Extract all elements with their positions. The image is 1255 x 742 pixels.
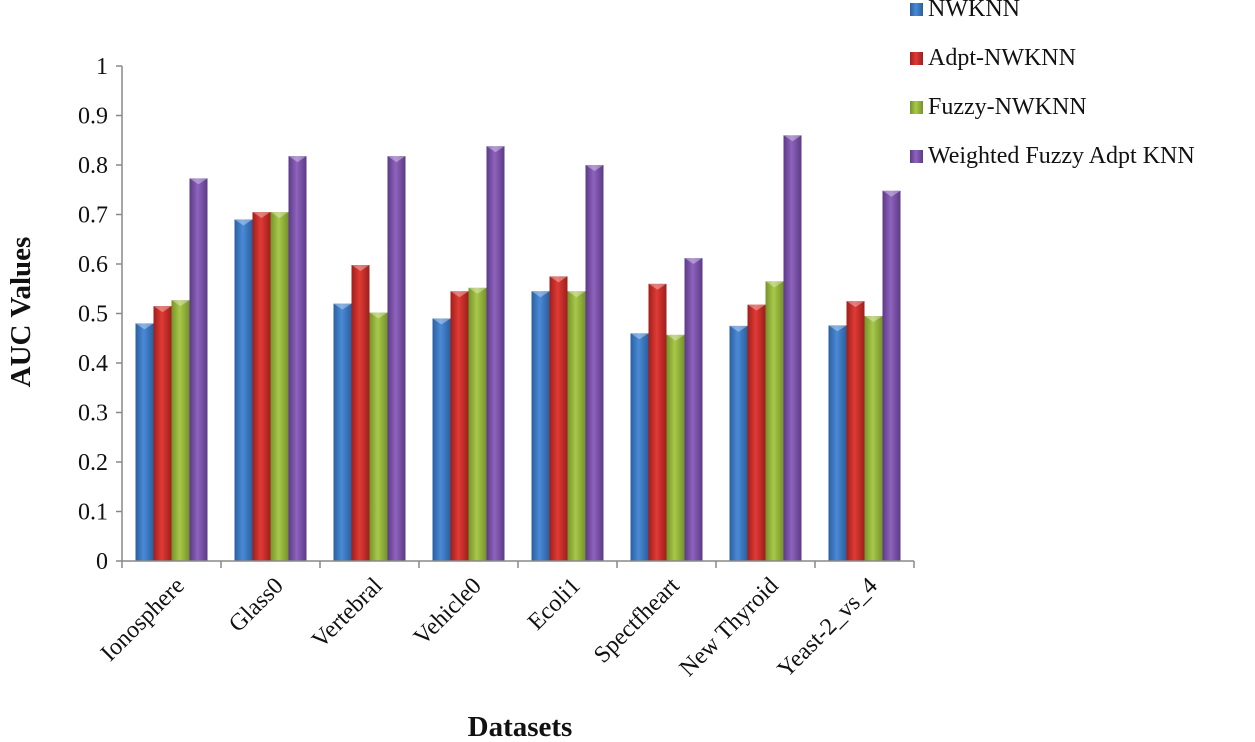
bar-fuzzy-nwknn-ionosphere [171, 300, 190, 561]
bar-cap [648, 283, 667, 290]
bar-nwknn-vehicle0 [432, 318, 451, 561]
y-tick-label: 0 [96, 549, 108, 575]
x-tick-label: Spectfheart [589, 573, 685, 669]
y-axis-title: AUC Values [5, 237, 37, 388]
x-tick-label: Ionosphere [96, 573, 190, 667]
bar-nwknn-ecoli1 [531, 291, 550, 561]
bar-cap [684, 258, 703, 265]
bar-weighted-fuzzy-adpt-knn-vertebral [387, 156, 406, 561]
x-tick-label: Vehicle0 [409, 573, 487, 651]
legend-label: NWKNN [928, 0, 1020, 22]
x-tick-label: Yeast-2_vs_4 [773, 573, 883, 683]
bar-nwknn-new-thyroid [729, 325, 748, 561]
bar-adpt-nwknn-spectfheart [648, 283, 667, 561]
bar-nwknn-yeast-2-vs-4 [828, 325, 847, 561]
bar-cap [333, 303, 352, 310]
bar-weighted-fuzzy-adpt-knn-new-thyroid [783, 135, 802, 562]
bar-cap [234, 219, 253, 226]
x-tick-label: Vertebral [307, 573, 388, 654]
bar-cap [171, 300, 190, 307]
bar-cap [486, 146, 505, 153]
x-tick-label: New Thyroid [675, 573, 784, 682]
bar-weighted-fuzzy-adpt-knn-ecoli1 [585, 165, 604, 561]
legend-swatch [910, 101, 923, 114]
x-tick-label: Ecoli1 [523, 573, 586, 636]
bar-cap [351, 264, 370, 271]
y-tick-label: 0.7 [78, 203, 108, 229]
bar-weighted-fuzzy-adpt-knn-vehicle0 [486, 146, 505, 561]
bar-fuzzy-nwknn-glass0 [270, 212, 289, 561]
bar-cap [666, 334, 685, 341]
bar-cap [882, 190, 901, 197]
legend-label: Adpt-NWKNN [928, 45, 1076, 71]
x-axis-title: Datasets [468, 711, 573, 742]
y-tick-label: 0.8 [78, 153, 108, 179]
bar-nwknn-ionosphere [135, 323, 154, 561]
bar-adpt-nwknn-ionosphere [153, 306, 172, 561]
y-tick-label: 0.6 [78, 252, 108, 278]
bar-adpt-nwknn-new-thyroid [747, 304, 766, 561]
bar-fuzzy-nwknn-vehicle0 [468, 287, 487, 561]
bar-cap [531, 291, 550, 298]
bar-nwknn-spectfheart [630, 333, 649, 561]
bar-fuzzy-nwknn-vertebral [369, 312, 388, 561]
bar-cap [270, 212, 289, 219]
bar-cap [567, 291, 586, 298]
bar-weighted-fuzzy-adpt-knn-yeast-2-vs-4 [882, 190, 901, 562]
y-tick-label: 0.3 [78, 401, 108, 427]
y-tick-label: 0.2 [78, 450, 108, 476]
bar-adpt-nwknn-vertebral [351, 264, 370, 561]
bar-cap [189, 178, 208, 185]
bar-cap [450, 291, 469, 298]
bar-cap [765, 281, 784, 288]
bar-cap [729, 325, 748, 332]
legend-label: Fuzzy-NWKNN [928, 94, 1087, 120]
bar-weighted-fuzzy-adpt-knn-glass0 [288, 156, 307, 561]
bar-cap [783, 135, 802, 142]
bar-cap [549, 276, 568, 283]
bar-fuzzy-nwknn-yeast-2-vs-4 [864, 315, 883, 561]
bar-cap [585, 165, 604, 171]
bar-cap [630, 333, 649, 340]
bar-weighted-fuzzy-adpt-knn-spectfheart [684, 258, 703, 561]
bar-cap [252, 212, 271, 219]
legend-swatch [910, 52, 923, 65]
bar-adpt-nwknn-ecoli1 [549, 276, 568, 561]
bar-cap [153, 306, 172, 313]
x-tick-label: Glass0 [224, 573, 289, 638]
bar-adpt-nwknn-glass0 [252, 212, 271, 561]
y-tick-label: 1 [96, 54, 108, 80]
legend-swatch [910, 3, 923, 16]
bar-weighted-fuzzy-adpt-knn-ionosphere [189, 178, 208, 562]
y-tick-label: 0.9 [78, 104, 108, 130]
legend-label: Weighted Fuzzy Adpt KNN [928, 143, 1195, 169]
bar-fuzzy-nwknn-new-thyroid [765, 281, 784, 561]
legend-swatch [910, 150, 923, 163]
bar-cap [747, 304, 766, 311]
y-tick-label: 0.1 [78, 500, 108, 526]
bar-cap [135, 323, 154, 330]
bar-fuzzy-nwknn-spectfheart [666, 334, 685, 561]
bar-cap [864, 315, 883, 322]
bar-cap [468, 287, 487, 294]
y-tick-label: 0.5 [78, 302, 108, 328]
bar-cap [432, 318, 451, 325]
bar-adpt-nwknn-vehicle0 [450, 291, 469, 561]
y-tick-label: 0.4 [78, 351, 108, 377]
bar-nwknn-glass0 [234, 219, 253, 561]
bar-cap [846, 301, 865, 308]
bar-cap [369, 312, 388, 319]
bar-cap [288, 156, 307, 163]
bar-fuzzy-nwknn-ecoli1 [567, 291, 586, 561]
bar-nwknn-vertebral [333, 303, 352, 561]
bar-adpt-nwknn-yeast-2-vs-4 [846, 301, 865, 561]
bar-cap [387, 156, 406, 163]
bar-cap [828, 325, 847, 332]
